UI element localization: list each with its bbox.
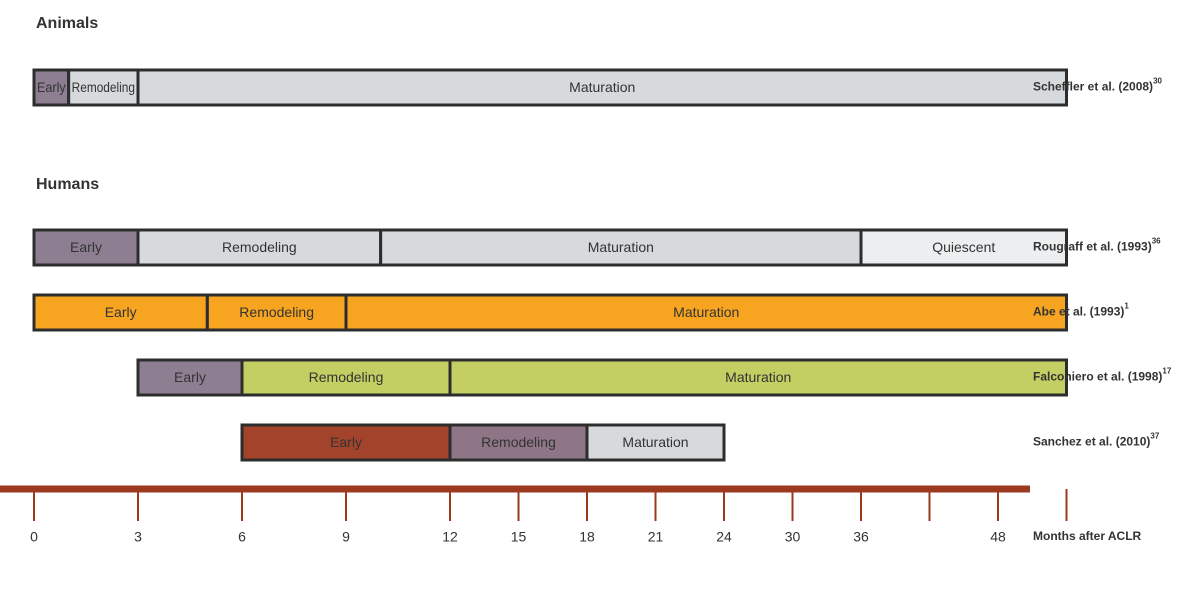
citation: Rougraff et al. (1993) xyxy=(1033,240,1152,254)
reference: 36 xyxy=(1152,237,1161,246)
reference: 30 xyxy=(1153,77,1162,86)
x-axis-title: Months after ACLR xyxy=(1033,529,1142,543)
phase-label: Maturation xyxy=(569,79,635,95)
phase-bar xyxy=(240,423,452,462)
x-tick-label: 6 xyxy=(238,529,246,545)
x-tick-label: 3 xyxy=(134,529,142,545)
citation: Falconiero et al. (1998) xyxy=(1033,370,1162,384)
group-title: Animals xyxy=(36,15,98,32)
citation: Abe et al. (1993) xyxy=(1033,305,1124,319)
phase-bar xyxy=(448,358,1068,397)
phase-bar xyxy=(32,293,209,332)
x-tick-label: 18 xyxy=(579,529,595,545)
row-label: Scheffler et al. (2008)30 xyxy=(1033,77,1163,94)
x-tick-label: 48 xyxy=(990,529,1006,545)
phase-label: Remodeling xyxy=(239,304,314,320)
phase-label: Remodeling xyxy=(481,434,556,450)
phase-bar xyxy=(67,68,140,107)
phase-label: Quiescent xyxy=(932,239,995,255)
phase-bar xyxy=(136,68,1068,107)
reference: 37 xyxy=(1150,432,1159,441)
x-tick-label: 36 xyxy=(853,529,869,545)
phase-bar xyxy=(859,228,1068,267)
phase-bar xyxy=(205,293,348,332)
x-tick-label: 9 xyxy=(342,529,350,545)
phase-label: Remodeling xyxy=(72,79,135,95)
citation: Sanchez et al. (2010) xyxy=(1033,435,1150,449)
x-tick-label: 12 xyxy=(442,529,458,545)
phase-label: Remodeling xyxy=(222,239,297,255)
x-tick-label: 24 xyxy=(716,529,732,545)
reference: 17 xyxy=(1162,367,1171,376)
x-tick-label: 15 xyxy=(511,529,527,545)
phase-label: Early xyxy=(174,369,206,385)
phase-label: Remodeling xyxy=(309,369,384,385)
phase-label: Maturation xyxy=(673,304,739,320)
citation: Scheffler et al. (2008) xyxy=(1033,80,1153,94)
reference: 1 xyxy=(1124,302,1129,311)
phase-label: Maturation xyxy=(725,369,791,385)
phase-bar xyxy=(240,358,452,397)
phase-bar xyxy=(136,228,383,267)
x-tick-label: 0 xyxy=(30,529,38,545)
phase-label: Early xyxy=(70,239,102,255)
phase-label: Maturation xyxy=(622,434,688,450)
phase-label: Early xyxy=(105,304,137,320)
phase-label: Early xyxy=(330,434,362,450)
phase-bar xyxy=(344,293,1068,332)
phase-bar xyxy=(585,423,726,462)
row-label: Sanchez et al. (2010)37 xyxy=(1033,432,1160,449)
phase-bar xyxy=(32,68,71,107)
phase-label: Early xyxy=(37,79,66,95)
x-tick-label: 21 xyxy=(648,529,664,545)
row-label: Falconiero et al. (1998)17 xyxy=(1033,367,1172,384)
row-label: Abe et al. (1993)1 xyxy=(1033,302,1129,319)
phase-label: Maturation xyxy=(588,239,654,255)
x-tick-label: 30 xyxy=(785,529,801,545)
row-label: Rougraff et al. (1993)36 xyxy=(1033,237,1161,254)
group-title: Humans xyxy=(36,176,99,193)
